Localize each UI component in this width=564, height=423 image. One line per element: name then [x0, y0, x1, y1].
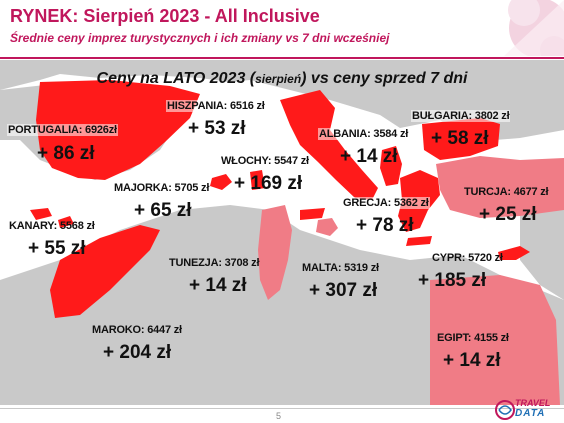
label-turcja: TURCJA: 4677 zł	[464, 186, 549, 198]
label-egipt: EGIPT: 4155 zł	[437, 332, 509, 344]
region-tunezja	[258, 205, 292, 300]
change-bulgaria: + 58 zł	[431, 128, 489, 149]
change-turcja: + 25 zł	[479, 204, 537, 225]
logo-globe-icon	[495, 400, 515, 420]
region-egipt	[430, 275, 560, 405]
label-grecja: GRECJA: 5362 zł	[342, 197, 430, 209]
land-middle-east	[520, 210, 564, 300]
change-grecja: + 78 zł	[356, 215, 414, 236]
change-wlochy: + 169 zł	[234, 173, 303, 194]
footer-divider	[0, 408, 564, 409]
change-maroko: + 204 zł	[103, 342, 172, 363]
region-majorka	[210, 174, 232, 190]
region-bulgaria	[422, 118, 500, 160]
label-albania: ALBANIA: 3584 zł	[318, 128, 410, 140]
region-albania	[380, 146, 402, 186]
header-decoration-graphic	[504, 0, 564, 56]
change-portugalia: + 86 zł	[37, 143, 95, 164]
map-heading: Ceny na LATO 2023 (sierpień) vs ceny spr…	[0, 70, 564, 88]
logo-text-travel: TRAVEL	[515, 398, 551, 408]
label-maroko: MAROKO: 6447 zł	[92, 324, 182, 336]
change-kanary: + 55 zł	[28, 238, 86, 259]
header-divider	[0, 57, 564, 59]
label-portugalia: PORTUGALIA: 6926zł	[7, 124, 118, 136]
change-cypr: + 185 zł	[418, 270, 487, 291]
page-subtitle: Średnie ceny imprez turystycznych i ich …	[10, 31, 390, 45]
page-number: 5	[276, 411, 282, 421]
label-hiszpania: HISZPANIA: 6516 zł	[166, 100, 266, 112]
label-tunezja: TUNEZJA: 3708 zł	[169, 257, 260, 269]
region-wlochy	[250, 90, 378, 220]
region-cypr	[498, 246, 530, 260]
change-tunezja: + 14 zł	[189, 275, 247, 296]
label-wlochy: WŁOCHY: 5547 zł	[221, 155, 309, 167]
logo-text-data: DATA	[515, 408, 546, 419]
region-malta	[316, 218, 338, 236]
map-heading-small: sierpień	[255, 72, 302, 86]
region-kanary	[30, 208, 74, 228]
region-iberia	[36, 80, 200, 180]
change-albania: + 14 zł	[340, 146, 398, 167]
destinations-map	[0, 60, 564, 405]
region-maroko	[50, 225, 160, 318]
map-heading-main: Ceny na LATO 2023 (	[96, 70, 256, 87]
label-cypr: CYPR: 5720 zł	[432, 252, 503, 264]
region-turcja	[436, 156, 564, 218]
change-malta: + 307 zł	[309, 280, 378, 301]
change-hiszpania: + 53 zł	[188, 118, 246, 139]
page-title: RYNEK: Sierpień 2023 - All Inclusive	[10, 6, 320, 26]
travel-data-logo	[495, 400, 515, 420]
change-egipt: + 14 zł	[443, 350, 501, 371]
label-malta: MALTA: 5319 zł	[302, 262, 379, 274]
label-bulgaria: BUŁGARIA: 3802 zł	[411, 110, 511, 122]
label-kanary: KANARY: 5568 zł	[9, 220, 95, 232]
change-majorka: + 65 zł	[134, 200, 192, 221]
map-heading-rest: ) vs ceny sprzed 7 dni	[301, 70, 468, 87]
label-majorka: MAJORKA: 5705 zł	[114, 182, 210, 194]
